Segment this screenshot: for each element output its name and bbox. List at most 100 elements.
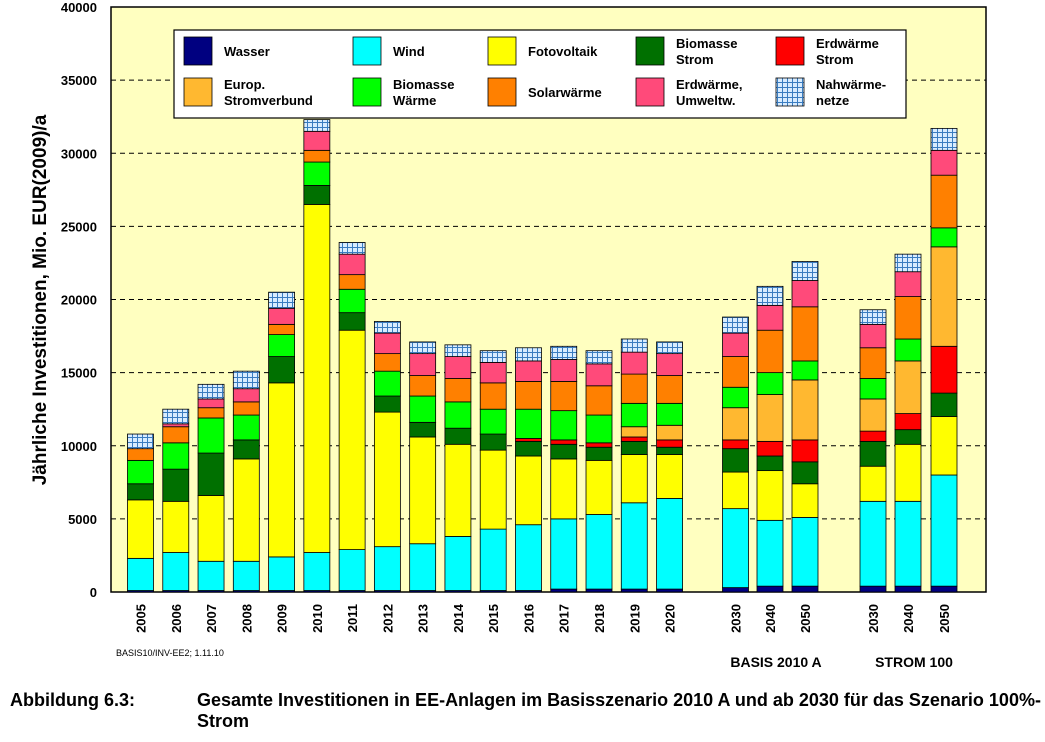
legend-swatch [352, 36, 382, 66]
x-tick-label: 2050 [798, 604, 813, 633]
legend-label: Biomasse [676, 36, 737, 51]
legend-swatch [487, 77, 517, 107]
x-tick-label: 2019 [627, 604, 642, 633]
legend-swatch [775, 36, 805, 66]
bar-segment-wind-2015 [479, 528, 507, 591]
bar-segment-erdwärme-strom-2018 [585, 442, 613, 448]
y-tick-label: 25000 [61, 219, 97, 234]
legend-label: Nahwärme- [816, 77, 886, 92]
bar-segment-erdwärme-umweltw--2007 [197, 398, 225, 409]
legend-label: Strom [676, 52, 714, 67]
caption-text: Gesamte Investitionen in EE-Anlagen im B… [197, 690, 1041, 731]
legend-label: Erdwärme [816, 36, 879, 51]
bar-segment-biomasse-wärme-2050 [930, 227, 958, 248]
bar-segment-erdwärme-umweltw--2030 [722, 332, 749, 357]
bar-segment-wind-2007 [197, 560, 225, 591]
bar-segment-biomasse-strom-2017 [550, 443, 578, 460]
bar-segment-biomasse-strom-2010 [303, 185, 331, 205]
bar-segment-fotovoltaik-2007 [197, 495, 225, 562]
bar-segment-erdwärme-umweltw--2030 [859, 323, 887, 349]
x-tick-label: 2017 [557, 604, 572, 633]
bar-segment-wasser-2040 [756, 585, 784, 593]
bar-segment-nahwärme-netze-2030 [722, 316, 749, 334]
bar-segment-wind-2050 [930, 474, 958, 587]
bar-segment-biomasse-wärme-2015 [479, 408, 507, 435]
bar-segment-europ-stromverbund-2040 [894, 360, 922, 414]
bar-segment-wind-2011 [338, 549, 366, 591]
y-tick-label: 0 [90, 585, 97, 600]
x-tick-label: 2030 [866, 604, 881, 633]
bar-segment-solarwärme-2014 [444, 378, 472, 403]
bar-segment-erdwärme-strom-2040 [756, 440, 784, 457]
bar-segment-wind-2014 [444, 536, 472, 591]
bar-segment-wind-2019 [620, 502, 648, 590]
bar-segment-fotovoltaik-2050 [930, 416, 958, 476]
bar-segment-erdwärme-strom-2016 [515, 438, 542, 442]
bar-segment-biomasse-wärme-2012 [373, 370, 401, 397]
bar-segment-erdwärme-umweltw--2017 [550, 359, 578, 382]
legend-label: Solarwärme [528, 85, 602, 100]
group-label-basis: BASIS 2010 A [730, 654, 821, 670]
y-axis-label: Jährliche Investitionen, Mio. EUR(2009)/… [30, 114, 51, 485]
bar-segment-nahwärme-netze-2019 [620, 338, 648, 353]
bar-segment-erdwärme-umweltw--2010 [303, 130, 331, 151]
bar-segment-solarwärme-2008 [232, 401, 260, 416]
bar-segment-biomasse-strom-2050 [930, 392, 958, 417]
bar-segment-wasser-2040 [894, 585, 922, 593]
bar-segment-fotovoltaik-2015 [479, 449, 507, 530]
bar-segment-solarwärme-2011 [338, 274, 366, 290]
bar-segment-biomasse-strom-2030 [722, 448, 749, 473]
bar-segment-nahwärme-netze-2012 [373, 321, 401, 334]
bar-segment-europ-stromverbund-2030 [859, 398, 887, 432]
legend-label: netze [816, 93, 849, 108]
bar-segment-wasser-2050 [791, 585, 819, 593]
group-label-strom: STROM 100 [875, 654, 953, 670]
bar-segment-solarwärme-2050 [930, 174, 958, 229]
legend-swatch [635, 36, 665, 66]
bar-segment-biomasse-strom-2040 [894, 429, 922, 445]
caption-label: Abbildung 6.3: [10, 690, 135, 710]
bar-segment-erdwärme-strom-2017 [550, 439, 578, 445]
bar-segment-fotovoltaik-2017 [550, 458, 578, 520]
x-tick-label: 2010 [310, 604, 325, 633]
bar-segment-wind-2010 [303, 552, 331, 591]
bar-segment-erdwärme-umweltw--2014 [444, 356, 472, 379]
bar-segment-biomasse-wärme-2013 [409, 395, 437, 423]
legend-swatch [352, 77, 382, 107]
bar-segment-erdwärme-umweltw--2016 [515, 360, 542, 382]
bar-segment-biomasse-wärme-2007 [197, 417, 225, 454]
bar-segment-biomasse-strom-2013 [409, 421, 437, 438]
bar-segment-wasser-2020 [656, 588, 683, 593]
bar-segment-europ-stromverbund-2030 [722, 407, 749, 441]
bar-segment-fotovoltaik-2014 [444, 443, 472, 537]
bar-segment-fotovoltaik-2009 [268, 382, 295, 558]
bar-segment-wind-2020 [656, 497, 683, 590]
bar-segment-wind-2050 [791, 517, 819, 587]
bar-segment-biomasse-strom-2014 [444, 427, 472, 445]
x-tick-label: 2011 [345, 604, 360, 632]
bar-segment-fotovoltaik-2020 [656, 454, 683, 499]
bar-segment-wasser-2017 [550, 588, 578, 593]
y-tick-label: 10000 [61, 439, 97, 454]
bar-segment-nahwärme-netze-2006 [162, 408, 190, 425]
bar-segment-erdwärme-umweltw--2006 [162, 423, 190, 428]
bar-segment-wind-2006 [162, 552, 190, 591]
bar-segment-europ-stromverbund-2040 [756, 394, 784, 442]
bar-segment-nahwärme-netze-2011 [338, 242, 366, 255]
bar-segment-europ-stromverbund-2019 [620, 426, 648, 438]
bar-segment-biomasse-wärme-2030 [722, 386, 749, 409]
bar-segment-nahwärme-netze-2016 [515, 347, 542, 362]
y-tick-label: 40000 [61, 0, 97, 15]
x-tick-label: 2014 [451, 603, 466, 633]
bar-segment-fotovoltaik-2040 [894, 443, 922, 502]
x-tick-label: 2006 [169, 604, 184, 633]
bar-segment-solarwärme-2009 [268, 323, 295, 335]
bar-segment-solarwärme-2005 [127, 448, 154, 461]
bar-segment-solarwärme-2012 [373, 353, 401, 372]
bar-segment-nahwärme-netze-2018 [585, 350, 613, 365]
bar-segment-fotovoltaik-2008 [232, 458, 260, 562]
x-tick-label: 2008 [239, 604, 254, 633]
x-tick-label: 2013 [416, 604, 431, 633]
x-tick-label: 2030 [729, 604, 744, 633]
bar-segment-biomasse-strom-2019 [620, 440, 648, 455]
